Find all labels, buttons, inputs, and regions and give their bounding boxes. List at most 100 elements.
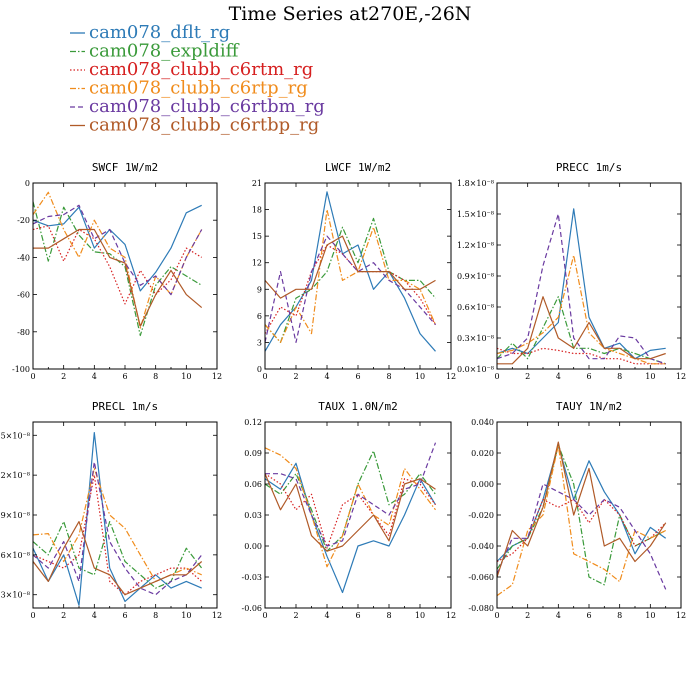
x-tick-label: 4 [324,611,329,620]
series-line [265,442,437,547]
panel-title: SWCF 1W/m2 [92,161,158,174]
x-tick-label: 4 [92,611,97,620]
y-tick-label: 6 [257,312,262,321]
x-tick-label: 8 [153,611,158,620]
legend-entry: cam078_clubb_c6rtm_rg [70,59,313,80]
x-tick-label: 8 [617,372,622,381]
legend-entry: cam078_expldiff [70,41,240,62]
x-tick-label: 6 [122,372,127,381]
x-tick-label: 12 [446,611,456,620]
y-tick-label: -60 [17,291,30,300]
chart-panels: SWCF 1W/m20 2 4 6 8 10 12-100-80-60-40-200LWCF… [0,161,686,620]
chart-panel: SWCF 1W/m2 0 2 4 6 8 10 12 -100 -80 -60 -40 -20 0 [12,161,222,381]
y-tick-label: 0.020 [471,449,494,458]
y-tick-label: 0.040 [471,418,494,427]
y-tick-label: 1.2×10⁻⁸ [457,241,494,250]
x-tick-label: 12 [676,611,686,620]
series-line [265,235,436,299]
x-tick-label: 2 [293,372,298,381]
x-tick-label: 0 [262,611,267,620]
y-tick-label: 0.03 [244,511,262,520]
x-tick-label: 6 [355,372,360,381]
legend-entry: cam078_clubb_c6rtp_rg [70,78,308,99]
series-line [497,444,666,586]
legend-label: cam078_clubb_c6rtp_rg [89,78,308,99]
plot-frame [264,182,452,370]
y-tick-label: 1.2×10⁻⁸ [0,471,30,480]
x-tick-label: 0 [494,611,499,620]
series-line [33,474,203,596]
y-tick-label: 15 [252,232,262,241]
y-tick-label: 1.8×10⁻⁸ [457,179,494,188]
y-tick-label: 9 [257,285,262,294]
series-line [265,447,436,568]
legend-entry: cam078_dflt_rg [70,22,230,43]
y-tick-label: 0.6×10⁻⁸ [457,303,494,312]
x-tick-label: 4 [556,372,561,381]
x-tick-label: 8 [617,611,622,620]
y-tick-label: -20 [17,216,30,225]
y-tick-label: 0.0×10⁻⁸ [457,365,494,374]
series-line [497,498,667,563]
chart-panel: PRECL 1m/s 0 2 4 6 8 10 12 0.3×10⁻⁸ 0.6×10⁻⁸ 0.9×1… [0,400,222,620]
series-line [33,520,203,589]
series-line [497,441,667,578]
x-tick-label: 12 [446,372,456,381]
x-tick-label: 4 [556,611,561,620]
legend-label: cam078_expldiff [89,41,240,62]
y-tick-label: 0.3×10⁻⁸ [457,334,494,343]
legend: cam078_dflt_rgcam078_expldiffcam078_club… [70,22,325,136]
x-tick-label: 6 [586,611,591,620]
x-tick-label: 6 [586,372,591,381]
y-tick-label: -0.020 [468,511,494,520]
legend-label: cam078_clubb_c6rtm_rg [89,59,313,80]
y-tick-label: 0.00 [244,542,262,551]
series-line [265,191,436,352]
y-tick-label: 0.000 [471,480,494,489]
series-line [33,204,203,296]
y-tick-label: -80 [17,328,30,337]
x-tick-label: 2 [293,611,298,620]
series-line [265,473,436,549]
chart-panel: TAUY 1N/m2 0 2 4 6 8 10 12 -0.080 -0.060 -0.040 -0.… [468,400,686,620]
x-tick-label: 10 [415,611,425,620]
y-tick-label: 0.09 [244,449,262,458]
series-line [497,347,666,365]
x-tick-label: 4 [324,372,329,381]
y-tick-label: -0.080 [468,604,494,613]
series-line [265,244,437,334]
legend-label: cam078_clubb_c6rtbp_rg [89,115,319,136]
series-line [265,473,436,552]
x-tick-label: 6 [355,611,360,620]
x-tick-label: 12 [676,372,686,381]
legend-entry: cam078_clubb_c6rtbp_rg [70,115,319,136]
series-line [33,520,203,596]
series-line [497,483,667,590]
series-line [265,462,437,594]
x-tick-label: 6 [122,611,127,620]
legend-label: cam078_dflt_rg [89,22,230,43]
x-tick-label: 2 [61,372,66,381]
y-tick-label: 1.5×10⁻⁸ [0,431,30,440]
figure-title: Time Series at270E,-26N [229,3,472,25]
y-tick-label: 1.5×10⁻⁸ [457,210,494,219]
panel-title: LWCF 1W/m2 [325,161,391,174]
x-tick-label: 2 [61,611,66,620]
y-tick-label: 3 [257,338,262,347]
panel-title: PRECC 1m/s [556,161,622,174]
x-tick-label: 10 [415,372,425,381]
series-line [497,444,666,597]
panel-title: TAUX 1.0N/m2 [318,400,397,413]
panel-title: TAUY 1N/m2 [556,400,622,413]
series-line [497,254,666,365]
y-tick-label: 0 [25,179,30,188]
series-line [33,467,202,583]
x-tick-label: 0 [30,611,35,620]
series-line [33,228,203,327]
x-tick-label: 8 [386,611,391,620]
y-tick-label: -100 [12,365,30,374]
y-tick-label: 0.9×10⁻⁸ [0,511,30,520]
series-line [497,213,666,365]
x-tick-label: 12 [212,372,222,381]
